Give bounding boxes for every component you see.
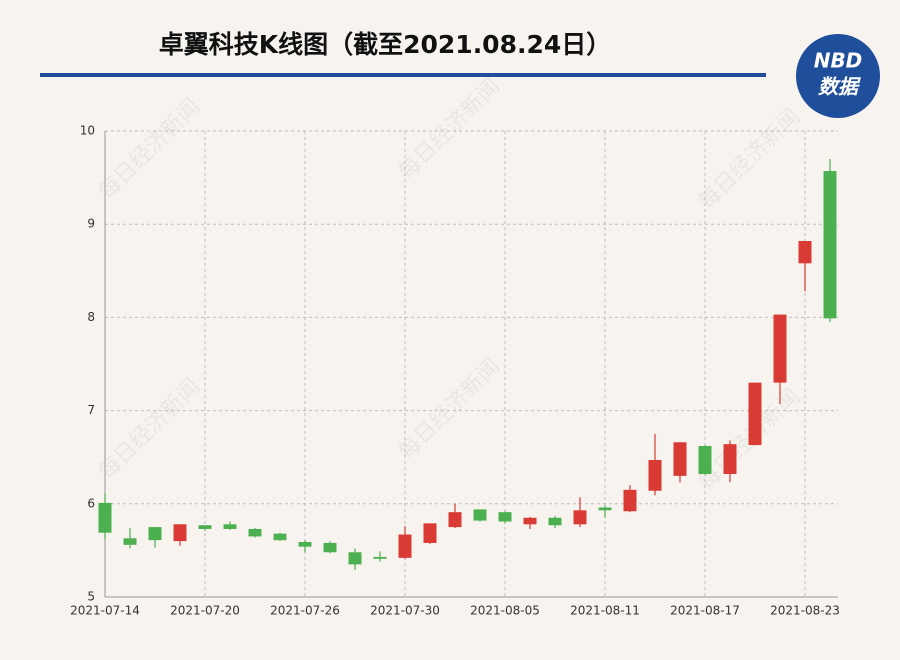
candle-body bbox=[348, 552, 362, 565]
y-tick-label: 9 bbox=[87, 217, 95, 231]
candle-body bbox=[373, 556, 387, 559]
candle-body bbox=[573, 510, 587, 525]
y-tick-label: 7 bbox=[87, 403, 95, 417]
candle-body bbox=[423, 523, 437, 543]
x-tick-label: 2021-08-05 bbox=[470, 604, 540, 618]
logo-circle bbox=[796, 34, 880, 118]
candle-body bbox=[773, 314, 787, 383]
candle-body bbox=[173, 524, 187, 542]
candle-body bbox=[823, 171, 837, 319]
y-tick-label: 10 bbox=[80, 124, 95, 138]
candle-body bbox=[623, 489, 637, 512]
watermark: 每日经济新闻 bbox=[94, 374, 205, 485]
candle-body bbox=[448, 512, 462, 528]
logo-text: 数据 bbox=[818, 75, 861, 99]
x-tick-label: 2021-07-30 bbox=[370, 604, 440, 618]
watermark: 每日经济新闻 bbox=[394, 74, 505, 185]
candle-body bbox=[673, 442, 687, 476]
candle-body bbox=[473, 509, 487, 521]
candle-body bbox=[748, 382, 762, 446]
candle-body bbox=[723, 444, 737, 474]
candle-body bbox=[323, 542, 337, 553]
candle-body bbox=[298, 542, 312, 547]
candle-body bbox=[598, 507, 612, 511]
candle-body bbox=[123, 538, 137, 545]
chart-title: 卓翼科技K线图（截至2021.08.24日） bbox=[159, 30, 612, 59]
candle-body bbox=[148, 527, 162, 541]
candle-body bbox=[98, 502, 112, 533]
y-tick-label: 5 bbox=[87, 590, 95, 604]
x-tick-label: 2021-08-17 bbox=[670, 604, 740, 618]
x-tick-label: 2021-08-23 bbox=[770, 604, 840, 618]
candle-body bbox=[223, 524, 237, 529]
watermark: 每日经济新闻 bbox=[394, 354, 505, 465]
candle-body bbox=[523, 517, 537, 525]
candle-body bbox=[798, 240, 812, 264]
x-tick-label: 2021-07-26 bbox=[270, 604, 340, 618]
candle-body bbox=[648, 459, 662, 491]
title-rule bbox=[40, 73, 766, 77]
candle-body bbox=[698, 446, 712, 474]
candle-body bbox=[548, 517, 562, 526]
candle-body bbox=[398, 534, 412, 558]
plot: 5 6 7 8 9 10 2021-07-14 2021-07-20 2021-07-26 202… bbox=[70, 124, 840, 618]
candle-body bbox=[273, 533, 287, 541]
watermark: 每日经济新闻 bbox=[94, 94, 205, 205]
candle-body bbox=[198, 525, 212, 529]
y-tick-label: 6 bbox=[87, 496, 95, 510]
watermark: 每日经济新闻 bbox=[694, 104, 805, 215]
x-tick-label: 2021-07-20 bbox=[170, 604, 240, 618]
logo-text: NBD bbox=[814, 49, 863, 73]
candle-body bbox=[498, 512, 512, 522]
y-tick-label: 8 bbox=[87, 310, 95, 324]
x-tick-label: 2021-07-14 bbox=[70, 604, 140, 618]
x-tick-label: 2021-08-11 bbox=[570, 604, 640, 618]
candle-body bbox=[248, 528, 262, 537]
watermarks: 每日经济新闻每日经济新闻每日经济新闻每日经济新闻每日经济新闻每日经济新闻 bbox=[94, 74, 805, 495]
